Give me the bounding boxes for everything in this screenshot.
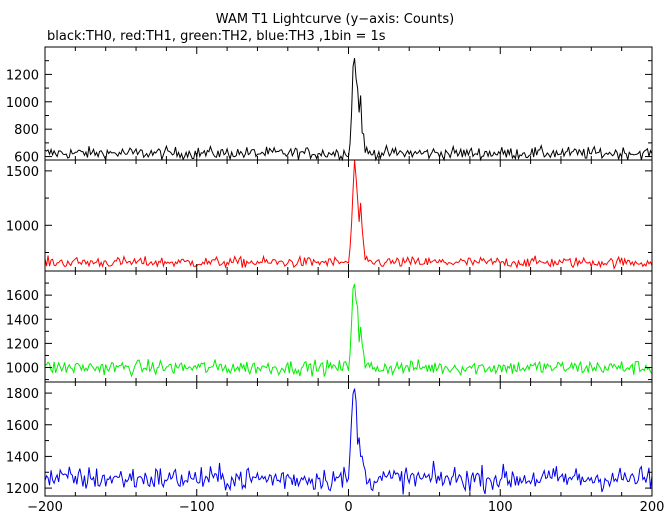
- series-line-th3: [44, 388, 653, 495]
- panel-group: 6008001000120010001500100012001400160012…: [6, 46, 665, 515]
- y-tick-label: 1400: [6, 313, 39, 328]
- x-tick-label: 100: [488, 500, 513, 515]
- series-line-th1: [44, 160, 653, 270]
- series-line-th2: [44, 283, 653, 378]
- y-tick-label: 1400: [6, 450, 39, 465]
- y-tick-label: 1000: [6, 219, 39, 234]
- panel-frame-th0: [44, 46, 653, 161]
- y-tick-label: 1600: [6, 419, 39, 434]
- y-tick-label: 1000: [6, 96, 39, 111]
- series-line-th0: [44, 58, 653, 162]
- y-tick-label: 1200: [6, 337, 39, 352]
- y-tick-label: 800: [14, 123, 39, 138]
- panel-frame-th1: [44, 159, 653, 272]
- y-tick-label: 1600: [6, 289, 39, 304]
- y-tick-label: 1200: [6, 68, 39, 83]
- x-tick-label: −200: [27, 500, 63, 515]
- y-tick-label: 1800: [6, 387, 39, 402]
- chart-subtitle: black:TH0, red:TH1, green:TH2, blue:TH3 …: [47, 29, 386, 44]
- x-tick-label: 0: [344, 500, 352, 515]
- x-tick-label: 200: [640, 500, 665, 515]
- y-tick-label: 1000: [6, 362, 39, 377]
- x-tick-label: −100: [179, 500, 215, 515]
- y-tick-label: 1500: [6, 165, 39, 180]
- y-tick-label: 1200: [6, 482, 39, 497]
- y-tick-label: 600: [14, 151, 39, 166]
- chart-title: WAM T1 Lightcurve (y−axis: Counts): [216, 12, 454, 27]
